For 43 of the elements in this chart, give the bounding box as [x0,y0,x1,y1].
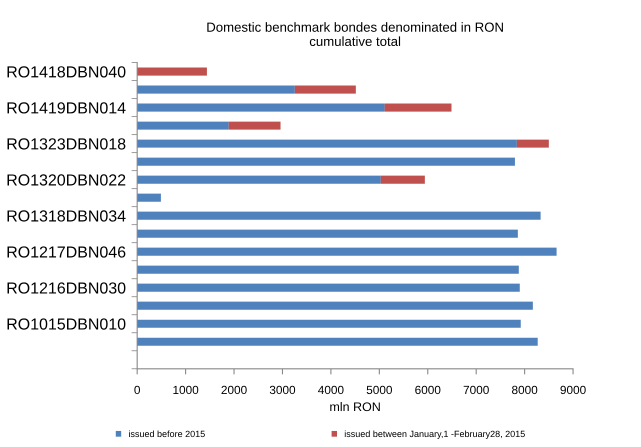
x-tick-label: 4000 [318,386,344,394]
bar [137,140,517,148]
bar [137,230,518,238]
bar [137,266,519,274]
x-tick-label: 6000 [415,386,440,394]
x-tick-label: 0 [134,386,140,394]
bar [137,122,229,130]
y-tick-label: RO1320DBN022 [8,174,126,186]
x-axis-title: mln RON [330,402,380,412]
x-tick-label: 8000 [512,386,538,394]
bar [137,86,295,94]
bar [137,284,520,292]
bar [380,176,425,184]
bar [137,68,207,76]
bar [137,248,557,256]
x-tick-label: 5000 [366,386,392,394]
bar [137,194,161,202]
y-tick-label: RO1418DBN040 [8,66,126,78]
bar [137,212,541,220]
x-tick-label: 3000 [270,386,296,394]
y-tick-label: RO1323DBN018 [8,138,126,150]
y-tick-label: RO1419DBN014 [8,102,126,114]
bar [137,338,538,346]
x-tick-label: 9000 [560,386,586,394]
bar [384,104,452,112]
bar [137,158,515,166]
bar [294,86,356,94]
bar [137,176,381,184]
chart-title: Domestic benchmark bondes denominated in RON cumulative total [207,22,503,46]
legend-label: issued before 2015 [129,430,205,438]
y-tick-label: RO1217DBN046 [8,246,126,258]
x-tick-label: 2000 [222,386,247,394]
x-tick-label: 1000 [173,386,198,394]
bar [516,140,549,148]
legend-label: issued between January,1 -February28, 2015 [344,430,525,439]
x-tick-label: 7000 [464,386,489,394]
y-tick-label: RO1015DBN010 [8,318,126,330]
y-tick-label: RO1216DBN030 [8,282,126,294]
bar [137,302,533,310]
bar [228,122,281,130]
bar [137,320,521,328]
y-tick-label: RO1318DBN034 [8,210,126,222]
bar [137,104,385,112]
